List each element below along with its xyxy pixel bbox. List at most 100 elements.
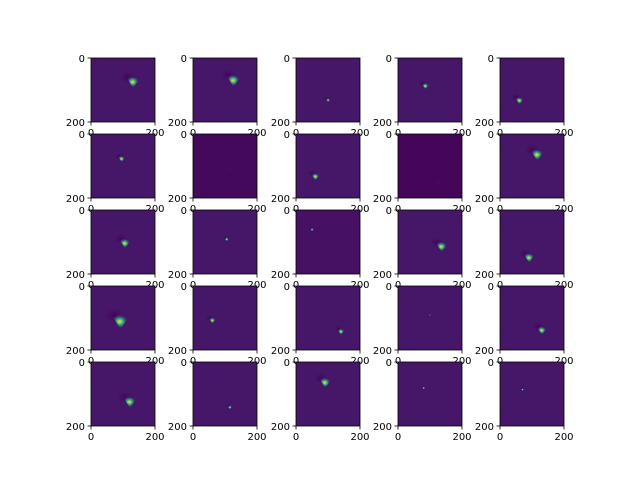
y-tick-label: 0 <box>284 358 290 369</box>
bright-wedge <box>229 168 231 170</box>
y-tick-label: 200 <box>168 194 187 205</box>
x-tick-label: 0 <box>395 432 401 443</box>
y-tick-label: 200 <box>373 346 392 357</box>
x-tick-label: 200 <box>452 204 471 215</box>
bright-wedge <box>522 252 535 263</box>
y-tick-label: 200 <box>66 118 85 129</box>
y-tick-label: 200 <box>271 194 290 205</box>
axes-frame <box>90 209 156 275</box>
y-tick-label: 0 <box>386 282 392 293</box>
x-tick-label: 0 <box>395 128 401 139</box>
heatmap-background <box>500 58 564 122</box>
x-tick-label: 200 <box>452 432 471 443</box>
axes-frame <box>499 57 565 123</box>
heatmap-image <box>193 286 257 350</box>
heatmap-image <box>398 362 462 426</box>
bright-wedge <box>421 386 426 390</box>
heatmap-background <box>398 134 462 198</box>
axes-frame <box>499 209 565 275</box>
y-tick-label: 0 <box>284 206 290 217</box>
axes-frame <box>192 361 258 427</box>
heatmap-background <box>193 362 257 426</box>
y-tick-label: 0 <box>181 358 187 369</box>
y-tick-label: 200 <box>168 118 187 129</box>
x-tick-label: 200 <box>554 128 573 139</box>
subplot-4-1: 0 200 0 200 <box>66 282 165 367</box>
heatmap-image <box>398 210 462 274</box>
y-tick-label: 0 <box>79 206 85 217</box>
bright-wedge <box>310 172 320 181</box>
y-tick-label: 200 <box>66 270 85 281</box>
y-tick-label: 0 <box>181 130 187 141</box>
y-tick-label: 200 <box>168 346 187 357</box>
x-tick-label: 200 <box>452 128 471 139</box>
y-tick-label: 0 <box>488 206 494 217</box>
heatmap-image <box>398 58 462 122</box>
heatmap-image <box>296 286 360 350</box>
heatmap-background <box>91 58 155 122</box>
y-tick-label: 0 <box>284 282 290 293</box>
x-tick-label: 0 <box>88 280 94 291</box>
y-tick-label: 0 <box>488 282 494 293</box>
x-tick-label: 200 <box>350 204 369 215</box>
y-tick-label: 0 <box>386 54 392 65</box>
x-tick-label: 200 <box>554 432 573 443</box>
x-tick-label: 0 <box>293 432 299 443</box>
bright-wedge <box>227 405 233 410</box>
y-tick-label: 0 <box>181 282 187 293</box>
axes-frame <box>192 209 258 275</box>
heatmap-image <box>500 362 564 426</box>
heatmap-background <box>398 58 462 122</box>
axes-frame <box>499 361 565 427</box>
bright-wedge <box>428 314 432 316</box>
bright-wedge <box>224 237 230 242</box>
bright-wedge <box>325 98 331 103</box>
bright-wedge <box>122 395 137 409</box>
heatmap-image <box>91 210 155 274</box>
bright-wedge <box>125 75 140 89</box>
heatmap-image <box>296 58 360 122</box>
y-tick-label: 200 <box>66 346 85 357</box>
x-tick-label: 0 <box>293 128 299 139</box>
y-tick-label: 200 <box>168 422 187 433</box>
y-tick-label: 0 <box>79 282 85 293</box>
bright-wedge <box>225 74 241 87</box>
heatmap-background <box>398 362 462 426</box>
heatmap-image <box>91 58 155 122</box>
y-tick-label: 200 <box>66 194 85 205</box>
heatmap-background <box>193 58 257 122</box>
axes-frame <box>499 133 565 199</box>
heatmap-image <box>91 286 155 350</box>
y-tick-label: 200 <box>373 422 392 433</box>
y-tick-label: 0 <box>488 130 494 141</box>
y-tick-label: 0 <box>79 130 85 141</box>
x-tick-label: 200 <box>145 280 164 291</box>
axes-frame <box>192 57 258 123</box>
heatmap-background <box>500 362 564 426</box>
axes-frame <box>499 285 565 351</box>
bright-wedge <box>309 227 315 232</box>
x-tick-label: 200 <box>350 280 369 291</box>
bright-wedge <box>437 181 439 183</box>
x-tick-label: 0 <box>190 204 196 215</box>
heatmap-image <box>500 134 564 198</box>
x-tick-label: 200 <box>145 204 164 215</box>
heatmap-image <box>296 362 360 426</box>
y-tick-label: 200 <box>168 270 187 281</box>
heatmap-background <box>296 286 360 350</box>
y-tick-label: 200 <box>66 422 85 433</box>
x-tick-label: 200 <box>247 432 266 443</box>
x-tick-label: 0 <box>395 204 401 215</box>
heatmap-image <box>398 134 462 198</box>
y-tick-label: 200 <box>271 346 290 357</box>
x-tick-label: 200 <box>247 204 266 215</box>
x-tick-label: 0 <box>190 356 196 367</box>
y-tick-label: 0 <box>284 130 290 141</box>
